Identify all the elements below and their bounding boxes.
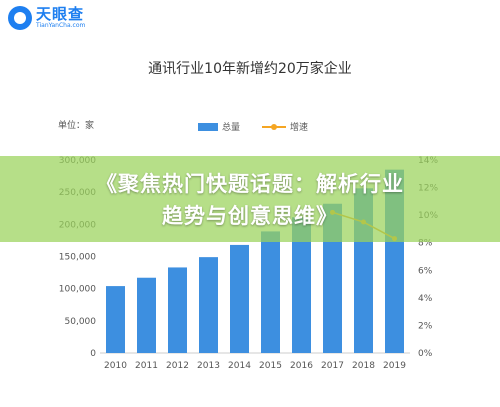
x-tick-label: 2010 (104, 361, 127, 371)
logo-domain: TianYanCha.com (36, 22, 86, 29)
eye-logo-icon (8, 6, 32, 30)
x-tick-label: 2017 (321, 361, 344, 371)
x-tick-label: 2013 (197, 361, 220, 371)
y-left-tick-label: 100,000 (59, 285, 96, 295)
bar (106, 286, 125, 353)
x-tick-label: 2015 (259, 361, 282, 371)
headline-line-1: 《聚焦热门快题话题：解析行业 (96, 172, 404, 196)
y-left-tick-label: 0 (90, 349, 96, 359)
legend-bar-swatch (198, 122, 218, 131)
chart-title: 通讯行业10年新增约20万家企业 (148, 61, 352, 77)
bar (261, 231, 280, 353)
headline-line-2: 趋势与创意思维》 (162, 204, 338, 228)
headline-banner (0, 156, 500, 242)
logo-name: 天眼查 (36, 5, 85, 23)
legend-line-label: 增速 (290, 123, 309, 133)
bar (137, 277, 156, 353)
y-left-tick-label: 150,000 (59, 253, 96, 263)
x-tick-label: 2019 (383, 361, 406, 371)
y-left-tick-label: 50,000 (65, 317, 97, 327)
y-right-tick-label: 2% (418, 321, 433, 331)
unit-label: 单位：家 (58, 121, 95, 131)
headline-text: 《聚焦热门快题话题：解析行业 趋势与创意思维》 (0, 168, 500, 232)
bar (199, 257, 218, 353)
bar (292, 217, 311, 353)
x-tick-label: 2012 (166, 361, 189, 371)
x-tick-label: 2011 (135, 361, 158, 371)
x-tick-label: 2018 (352, 361, 375, 371)
x-tick-label: 2014 (228, 361, 251, 371)
legend-item-line: 增速 (262, 120, 308, 133)
bar (230, 244, 249, 353)
tianyancha-logo: 天眼查 TianYanCha.com (8, 6, 85, 30)
y-right-tick-label: 0% (418, 349, 433, 359)
bar (168, 267, 187, 353)
x-tick-label: 2016 (290, 361, 313, 371)
legend-bar-label: 总量 (222, 123, 241, 133)
y-right-tick-label: 6% (418, 266, 433, 276)
legend-item-bar: 总量 (198, 120, 240, 133)
y-right-tick-label: 4% (418, 294, 433, 304)
y-right-tick-label: 8% (418, 239, 433, 249)
legend-line-swatch (262, 123, 286, 131)
